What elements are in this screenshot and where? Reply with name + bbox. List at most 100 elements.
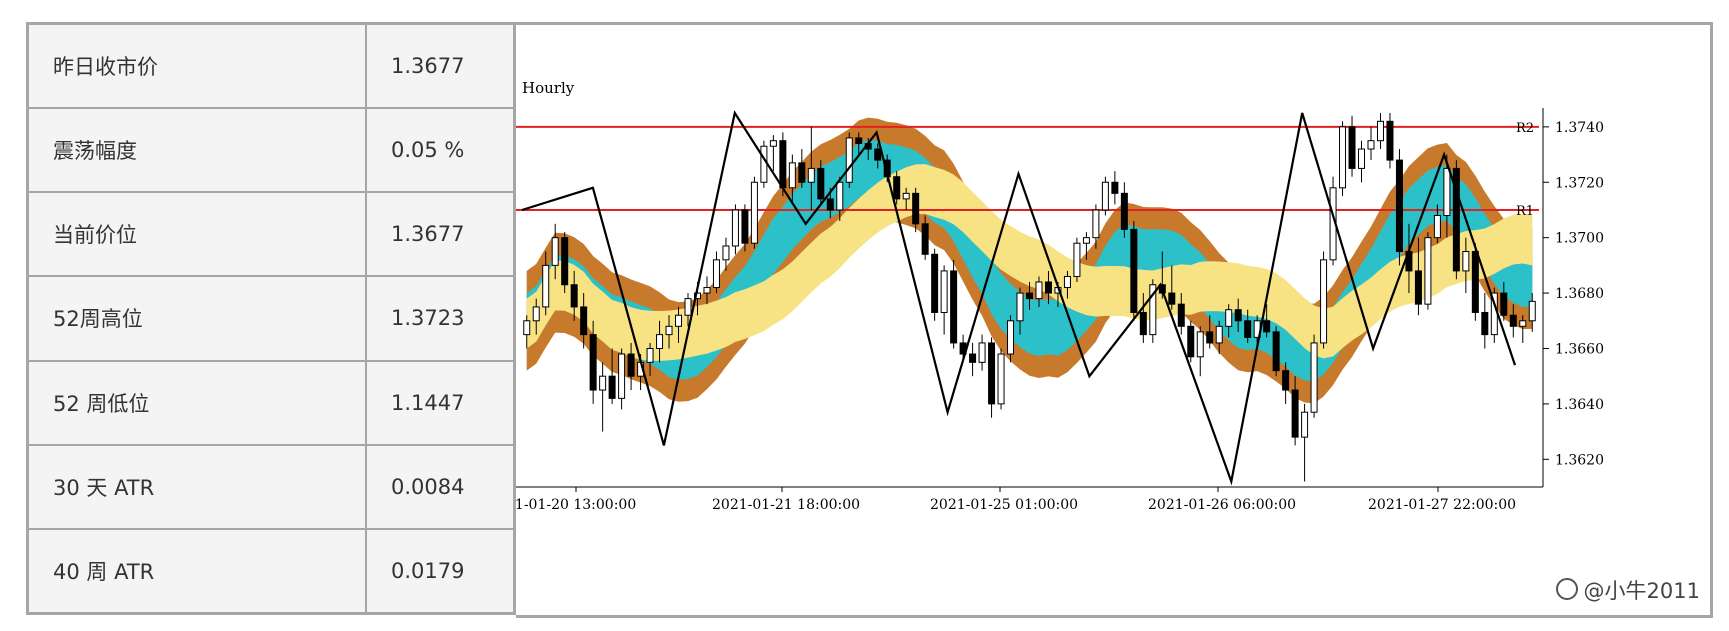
- candle-body: [1500, 292, 1508, 316]
- y-tick-label: 1.3700: [1555, 231, 1604, 247]
- hourly-candlestick-chart: R2 R1 1.3620 1.3640 1.3660 1.3680 1.3700 1.372…: [506, 79, 1604, 513]
- watermark-text: @小牛2011: [1583, 579, 1700, 603]
- candle-body: [1016, 292, 1024, 322]
- candle-body: [570, 284, 578, 308]
- candle-body: [874, 148, 882, 161]
- candle-body: [1358, 148, 1366, 169]
- candle-body: [769, 140, 777, 147]
- candle-body: [1225, 309, 1233, 327]
- stat-value: 1.3677: [365, 22, 516, 110]
- candle-body: [1063, 275, 1071, 289]
- candle-body: [684, 298, 692, 316]
- candle-body: [1348, 126, 1356, 169]
- chart-title: Hourly: [522, 79, 575, 97]
- candle-body: [940, 270, 948, 313]
- candle-body: [1376, 120, 1384, 142]
- candle-body: [788, 162, 796, 189]
- candle-body: [1452, 167, 1460, 272]
- candle-body: [1130, 228, 1138, 313]
- candle-body: [1386, 120, 1394, 161]
- candle-body: [656, 334, 664, 349]
- candle-body: [1244, 320, 1252, 338]
- y-tick-label: 1.3620: [1555, 452, 1604, 468]
- candle-body: [1206, 331, 1214, 344]
- candle-body: [1149, 284, 1157, 336]
- stat-value: 0.0084: [365, 443, 516, 530]
- candle-body: [1339, 126, 1347, 189]
- candle-body: [750, 181, 758, 244]
- watermark: @小牛2011: [1555, 575, 1700, 605]
- candle-body: [1424, 237, 1432, 305]
- candle-body: [1073, 242, 1081, 277]
- candle-body: [1414, 270, 1422, 305]
- candle-body: [1101, 181, 1109, 211]
- candle-body: [722, 245, 730, 261]
- stat-value: 1.3677: [365, 191, 516, 278]
- candle-body: [921, 223, 929, 255]
- candle-body: [1120, 192, 1128, 230]
- stat-label: 当前价位: [26, 191, 367, 278]
- candle-body: [1481, 311, 1489, 336]
- candle-body: [731, 209, 739, 247]
- candle-body: [1320, 259, 1328, 344]
- x-tick-label: 2021-01-27 22:00:00: [1368, 497, 1516, 513]
- stat-label: 昨日收市价: [26, 22, 367, 110]
- candle-body: [1044, 281, 1052, 294]
- x-tick-label: 21-01-20 13:00:00: [516, 497, 636, 513]
- candle-body: [1111, 181, 1119, 194]
- candle-body: [675, 314, 683, 327]
- candle-body: [845, 137, 853, 183]
- candle-body: [1168, 292, 1176, 305]
- stat-row: 40 周 ATR 0.0179: [26, 527, 516, 615]
- stat-label: 震荡幅度: [26, 107, 367, 194]
- candle-body: [1272, 331, 1280, 372]
- candle-body: [712, 259, 720, 289]
- candle-body: [608, 375, 616, 399]
- candle-body: [1139, 311, 1147, 336]
- y-tick-label: 1.3640: [1555, 397, 1604, 413]
- candle-body: [902, 192, 910, 200]
- stat-value: 0.0179: [365, 527, 516, 615]
- zigzag-line: [521, 110, 1517, 486]
- stat-row: 52 周低位 1.1447: [26, 359, 516, 446]
- candle-body: [817, 167, 825, 200]
- candle-body: [599, 375, 607, 391]
- y-tick-label: 1.3680: [1555, 286, 1604, 302]
- candle-body: [1310, 342, 1318, 413]
- stat-value: 1.3723: [365, 275, 516, 362]
- resistance-label-R2: R2: [1516, 121, 1534, 136]
- candle-body: [1092, 209, 1100, 239]
- candle-body: [542, 264, 550, 308]
- x-tick-label: 2021-01-25 01:00:00: [930, 497, 1078, 513]
- candle-body: [760, 145, 768, 183]
- stat-row: 震荡幅度 0.05 %: [26, 107, 516, 194]
- stat-row: 30 天 ATR 0.0084: [26, 443, 516, 530]
- candle-body: [561, 237, 569, 286]
- chart-panel: R2 R1 1.3620 1.3640 1.3660 1.3680 1.3700 1.372…: [506, 22, 1713, 618]
- candle-body: [551, 237, 559, 266]
- candle-body: [741, 209, 749, 244]
- candle-body: [1177, 303, 1185, 327]
- candle-body: [1082, 237, 1090, 244]
- candle-body: [1509, 314, 1517, 327]
- candle-body: [1035, 281, 1043, 300]
- candle-body: [893, 176, 901, 200]
- candle-body: [1234, 309, 1242, 322]
- candle-body: [1367, 140, 1375, 150]
- x-tick-label: 2021-01-21 18:00:00: [712, 497, 860, 513]
- candle-body: [1196, 331, 1204, 358]
- stat-label: 40 周 ATR: [26, 527, 367, 615]
- candle-body: [988, 342, 996, 405]
- candle-body: [1528, 300, 1536, 322]
- candle-body: [807, 167, 815, 183]
- stat-value: 1.1447: [365, 359, 516, 446]
- stat-label: 52周高位: [26, 275, 367, 362]
- candle-body: [931, 253, 939, 313]
- candle-body: [1519, 320, 1527, 327]
- candle-body: [618, 353, 626, 399]
- candle-body: [532, 306, 540, 322]
- y-tick-label: 1.3720: [1555, 175, 1604, 191]
- candle-body: [997, 353, 1005, 405]
- candle-body: [950, 270, 958, 344]
- candle-body: [1187, 325, 1195, 358]
